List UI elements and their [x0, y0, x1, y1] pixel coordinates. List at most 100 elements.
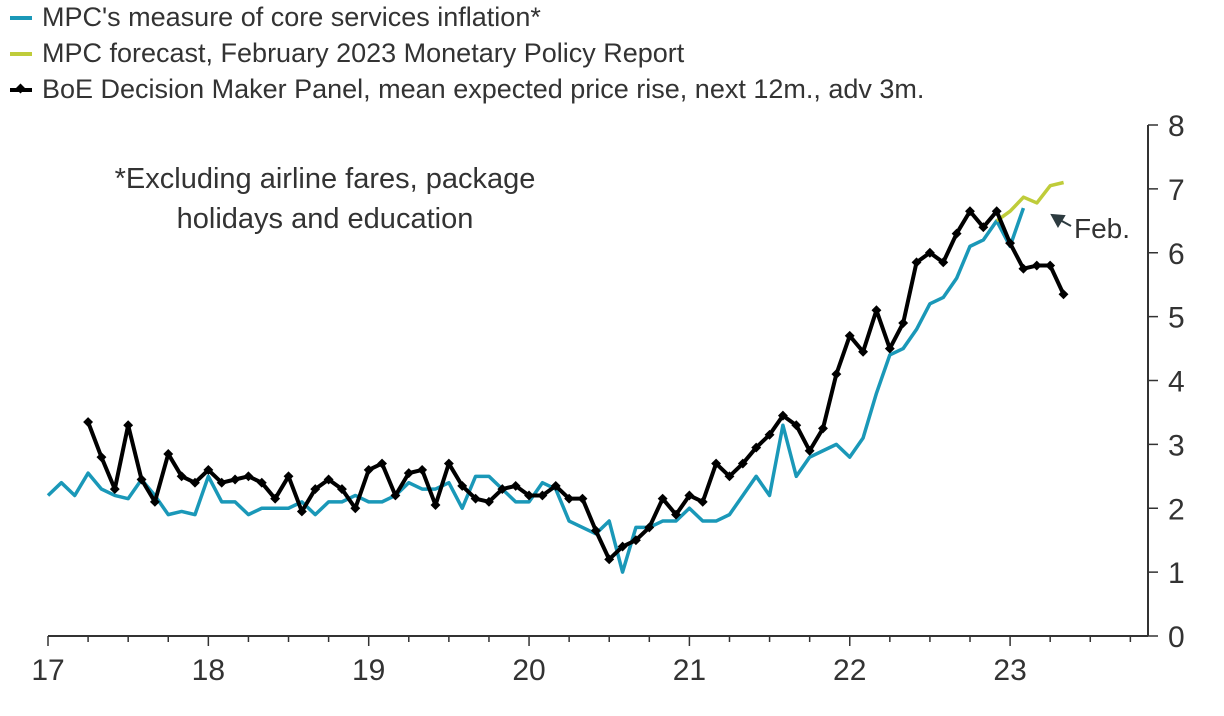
- y-tick-label: 1: [1168, 557, 1185, 590]
- data-point-marker: [630, 535, 641, 546]
- legend-item-mpc-forecast: MPC forecast, February 2023 Monetary Pol…: [10, 38, 684, 69]
- data-point-marker: [898, 318, 909, 328]
- y-tick-label: 8: [1168, 110, 1185, 143]
- data-point-marker: [604, 554, 615, 565]
- data-point-marker: [858, 346, 869, 357]
- y-tick-label: 0: [1168, 621, 1185, 654]
- data-point-marker: [296, 506, 307, 517]
- data-point-marker: [1045, 260, 1056, 271]
- data-point-marker: [430, 500, 441, 511]
- y-tick-label: 3: [1168, 429, 1185, 462]
- data-point-marker: [417, 464, 428, 475]
- data-point-marker: [724, 471, 735, 482]
- data-point-marker: [844, 330, 855, 341]
- data-point-marker: [190, 477, 200, 488]
- data-point-marker: [1005, 238, 1016, 249]
- data-point-marker: [564, 493, 575, 504]
- y-tick-label: 5: [1168, 302, 1185, 335]
- data-point-marker: [991, 206, 1002, 217]
- x-tick-label: 23: [993, 654, 1026, 687]
- data-point-marker: [283, 471, 294, 482]
- data-point-marker: [617, 541, 628, 552]
- data-point-marker: [457, 480, 468, 491]
- data-point-marker: [203, 464, 214, 475]
- y-tick-label: 4: [1168, 366, 1185, 399]
- y-tick-label: 6: [1168, 238, 1185, 271]
- data-point-marker: [350, 503, 361, 514]
- data-point-marker: [243, 471, 254, 482]
- data-point-marker: [1058, 289, 1069, 300]
- legend-swatch-black: [10, 83, 32, 93]
- data-point-marker: [590, 525, 601, 536]
- data-point-marker: [911, 257, 922, 268]
- x-tick-label: 19: [352, 654, 385, 687]
- data-point-marker: [671, 509, 681, 520]
- y-tick-label: 2: [1168, 493, 1185, 526]
- annotation-line-2: holidays and education: [176, 203, 474, 235]
- data-point-marker: [310, 484, 321, 495]
- series-line-1: [995, 180, 1065, 223]
- data-point-marker: [764, 429, 775, 440]
- data-point-marker: [951, 228, 962, 239]
- x-tick-label: 21: [673, 654, 706, 687]
- data-point-marker: [1018, 263, 1029, 274]
- data-point-marker: [550, 480, 561, 491]
- y-tick-label: 7: [1168, 174, 1185, 207]
- data-point-marker: [924, 247, 935, 258]
- data-point-marker: [483, 496, 494, 507]
- data-point-marker: [711, 458, 722, 469]
- data-point-marker: [871, 305, 882, 316]
- data-point-marker: [978, 222, 989, 233]
- legend-item-core-services: MPC's measure of core services inflation…: [10, 2, 541, 33]
- legend-label: BoE Decision Maker Panel, mean expected …: [42, 74, 925, 104]
- data-point-marker: [163, 449, 174, 459]
- data-point-marker: [136, 474, 147, 485]
- x-tick-label: 20: [512, 654, 545, 687]
- x-tick-label: 22: [833, 654, 866, 687]
- data-point-marker: [577, 493, 588, 504]
- data-point-marker: [524, 490, 534, 501]
- data-point-marker: [777, 410, 788, 421]
- data-point-marker: [256, 477, 267, 488]
- data-point-marker: [377, 458, 388, 469]
- data-point-marker: [804, 445, 815, 456]
- legend-swatch-blue: [10, 15, 32, 20]
- data-point-marker: [818, 423, 828, 434]
- data-point-marker: [965, 206, 975, 217]
- legend-label: MPC forecast, February 2023 Monetary Pol…: [42, 38, 685, 68]
- data-point-marker: [684, 490, 695, 501]
- legend-label: MPC's measure of core services inflation…: [42, 2, 541, 32]
- data-point-marker: [791, 420, 802, 431]
- data-point-marker: [497, 484, 508, 495]
- data-point-marker: [938, 257, 949, 268]
- data-point-marker: [470, 493, 481, 504]
- data-point-marker: [149, 496, 160, 507]
- data-point-marker: [270, 493, 281, 504]
- forecast-label: Feb.: [1074, 213, 1130, 244]
- data-point-marker: [884, 343, 895, 354]
- arrow-icon: [1050, 213, 1072, 229]
- data-point-marker: [323, 474, 334, 485]
- series-line-0: [46, 207, 1026, 574]
- data-point-marker: [390, 490, 401, 501]
- data-point-marker: [403, 468, 414, 479]
- data-point-marker: [443, 458, 454, 469]
- data-point-marker: [831, 369, 842, 380]
- data-point-marker: [537, 490, 548, 501]
- legend-swatch-yellow: [10, 51, 32, 56]
- legend-item-dmp: BoE Decision Maker Panel, mean expected …: [10, 74, 924, 105]
- data-point-marker: [363, 464, 374, 475]
- data-point-marker: [123, 420, 134, 431]
- data-point-marker: [83, 417, 94, 427]
- data-point-marker: [737, 458, 748, 469]
- data-point-marker: [657, 493, 668, 504]
- data-point-marker: [176, 471, 187, 482]
- data-point-marker: [230, 474, 241, 485]
- x-tick-label: 18: [192, 654, 225, 687]
- data-point-marker: [216, 477, 227, 488]
- data-point-marker: [751, 442, 762, 453]
- data-point-marker: [697, 496, 708, 507]
- annotation-line-1: *Excluding airline fares, package: [114, 163, 536, 195]
